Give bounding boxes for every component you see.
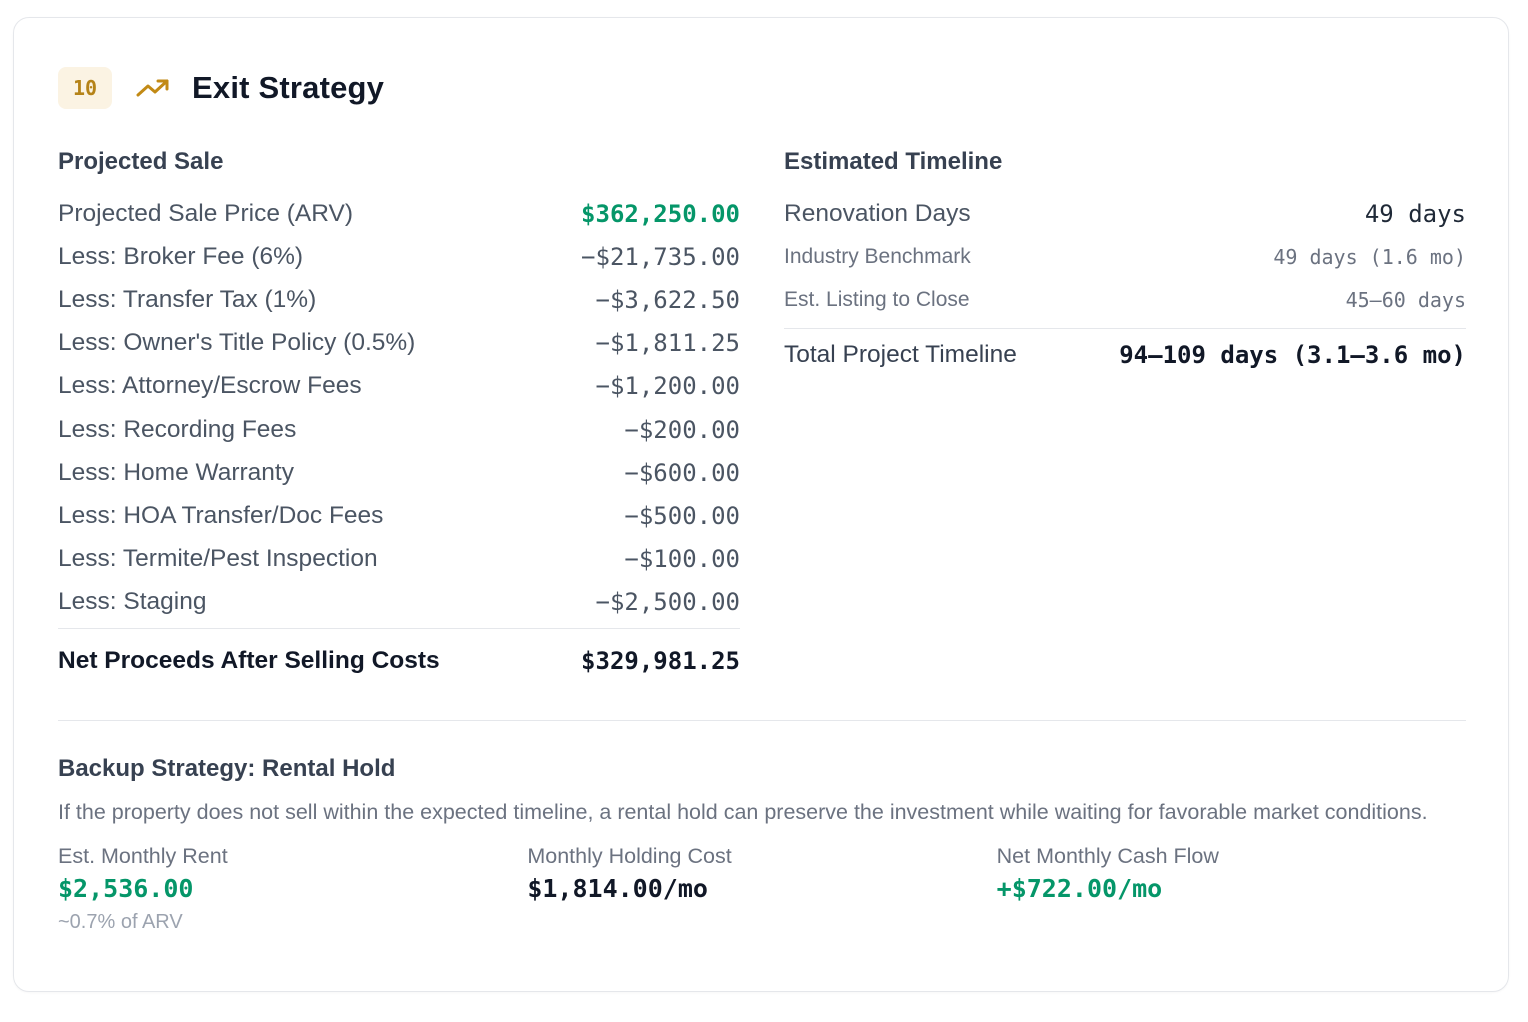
sale-row-staging: Less: Staging −$2,500.00	[58, 581, 740, 624]
row-value: $362,250.00	[581, 199, 740, 228]
row-value: −$3,622.50	[595, 285, 741, 314]
row-value: −$1,200.00	[595, 372, 741, 401]
monthly-rent-label: Est. Monthly Rent	[58, 844, 228, 868]
section-title: Exit Strategy	[192, 70, 385, 105]
divider	[58, 627, 740, 629]
row-label: Less: Broker Fee (6%)	[58, 242, 304, 270]
section-divider	[58, 720, 1466, 721]
row-value: −$21,735.00	[581, 242, 740, 271]
sale-row-recording-fees: Less: Recording Fees −$200.00	[58, 408, 740, 451]
trending-up-icon	[136, 76, 170, 100]
row-label: Projected Sale Price (ARV)	[58, 199, 354, 227]
monthly-rent-value: $2,536.00	[58, 874, 194, 903]
net-proceeds-label: Net Proceeds After Selling Costs	[58, 646, 440, 674]
industry-benchmark-value: 49 days (1.6 mo)	[1273, 244, 1466, 269]
row-value: −$100.00	[624, 545, 740, 574]
renovation-days-label: Renovation Days	[784, 199, 971, 227]
backup-description: If the property does not sell within the…	[58, 800, 1428, 824]
sale-row-hoa-fees: Less: HOA Transfer/Doc Fees −$500.00	[58, 494, 740, 537]
listing-to-close-label: Est. Listing to Close	[784, 287, 970, 311]
renovation-days-value: 49 days	[1364, 199, 1466, 228]
row-label: Less: HOA Transfer/Doc Fees	[58, 501, 384, 529]
row-label: Less: Staging	[58, 588, 207, 616]
monthly-rent-metric: Est. Monthly Rent $2,536.00 ~0.7% of ARV	[58, 841, 527, 937]
row-label: Less: Transfer Tax (1%)	[58, 285, 317, 313]
total-timeline-value: 94–109 days (3.1–3.6 mo)	[1119, 340, 1466, 369]
net-proceeds-value: $329,981.25	[581, 646, 740, 675]
row-label: Less: Termite/Pest Inspection	[58, 545, 378, 573]
sale-row-pest-inspection: Less: Termite/Pest Inspection −$100.00	[58, 538, 740, 581]
divider	[784, 327, 1466, 329]
cash-flow-label: Net Monthly Cash Flow	[996, 844, 1219, 868]
sale-row-home-warranty: Less: Home Warranty −$600.00	[58, 451, 740, 494]
row-value: −$200.00	[624, 415, 740, 444]
net-proceeds-row: Net Proceeds After Selling Costs $329,98…	[58, 629, 740, 693]
section-number-badge: 10	[58, 67, 112, 109]
monthly-rent-note: ~0.7% of ARV	[58, 911, 183, 933]
row-value: −$600.00	[624, 458, 740, 487]
projected-sale-heading: Projected Sale	[58, 148, 224, 175]
row-label: Less: Recording Fees	[58, 415, 297, 443]
row-value: −$2,500.00	[595, 588, 741, 617]
sale-row-attorney-escrow: Less: Attorney/Escrow Fees −$1,200.00	[58, 365, 740, 408]
holding-cost-metric: Monthly Holding Cost $1,814.00/mo	[527, 841, 996, 937]
industry-benchmark-label: Industry Benchmark	[784, 244, 971, 268]
holding-cost-label: Monthly Holding Cost	[527, 844, 732, 868]
cash-flow-metric: Net Monthly Cash Flow +$722.00/mo	[997, 841, 1466, 937]
timeline-heading: Estimated Timeline	[784, 148, 1003, 175]
row-value: −$500.00	[624, 501, 740, 530]
row-label: Less: Home Warranty	[58, 458, 294, 486]
cash-flow-value: +$722.00/mo	[996, 874, 1163, 903]
sale-row-arv: Projected Sale Price (ARV) $362,250.00	[58, 192, 740, 235]
timeline-panel: Estimated Timeline Renovation Days 49 da…	[784, 146, 1466, 381]
backup-heading: Backup Strategy: Rental Hold	[58, 755, 396, 782]
industry-benchmark-row: Industry Benchmark 49 days (1.6 mo)	[784, 235, 1466, 278]
row-label: Less: Owner's Title Policy (0.5%)	[58, 329, 416, 357]
listing-to-close-value: 45–60 days	[1345, 287, 1466, 312]
backup-metrics: Est. Monthly Rent $2,536.00 ~0.7% of ARV…	[58, 841, 1466, 937]
row-value: −$1,811.25	[595, 329, 741, 358]
renovation-days-row: Renovation Days 49 days	[784, 192, 1466, 235]
total-timeline-label: Total Project Timeline	[784, 340, 1017, 368]
exit-strategy-card: 10 Exit Strategy Projected Sale Projecte…	[13, 17, 1509, 992]
row-label: Less: Attorney/Escrow Fees	[58, 372, 362, 400]
total-timeline-row: Total Project Timeline 94–109 days (3.1–…	[784, 329, 1466, 381]
sale-row-title-policy: Less: Owner's Title Policy (0.5%) −$1,81…	[58, 322, 740, 365]
sale-row-broker-fee: Less: Broker Fee (6%) −$21,735.00	[58, 235, 740, 278]
listing-to-close-row: Est. Listing to Close 45–60 days	[784, 278, 1466, 321]
projected-sale-panel: Projected Sale Projected Sale Price (ARV…	[58, 146, 740, 693]
holding-cost-value: $1,814.00/mo	[527, 874, 708, 903]
section-header: 10 Exit Strategy	[58, 66, 384, 110]
backup-strategy-panel: Backup Strategy: Rental Hold If the prop…	[58, 752, 1466, 937]
sale-row-transfer-tax: Less: Transfer Tax (1%) −$3,622.50	[58, 278, 740, 321]
